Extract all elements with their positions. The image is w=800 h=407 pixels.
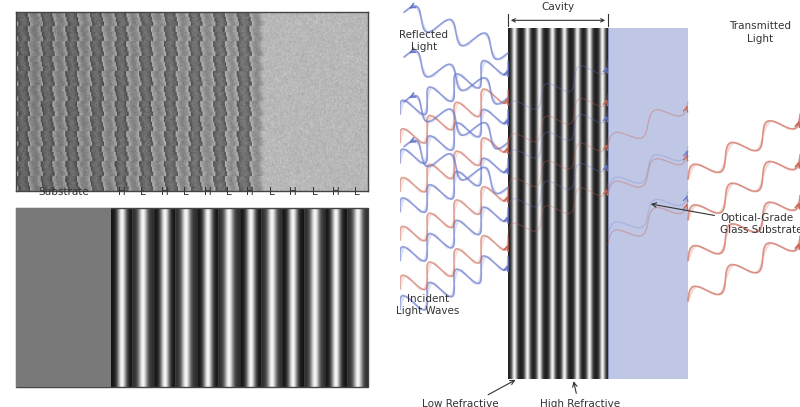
- Text: H: H: [118, 187, 126, 197]
- Text: Reflected
Light: Reflected Light: [399, 29, 449, 52]
- Text: Thin Film
Cavity: Thin Film Cavity: [534, 0, 582, 12]
- Bar: [608, 28, 618, 379]
- Text: L: L: [226, 187, 232, 197]
- Text: H: H: [289, 187, 297, 197]
- Text: Optical-Grade
Glass Substrate: Optical-Grade Glass Substrate: [652, 203, 800, 235]
- Text: H: H: [203, 187, 211, 197]
- Text: Substrate: Substrate: [38, 187, 89, 197]
- Text: H: H: [246, 187, 254, 197]
- Bar: [16, 208, 111, 387]
- Text: H: H: [332, 187, 340, 197]
- Text: L: L: [140, 187, 146, 197]
- Text: L: L: [354, 187, 360, 197]
- Text: High Refractive
Index Layers: High Refractive Index Layers: [540, 383, 620, 407]
- Text: Transmitted
Light: Transmitted Light: [729, 21, 791, 44]
- Bar: [608, 28, 688, 379]
- Text: L: L: [311, 187, 318, 197]
- Text: Low Refractive
Index Layers: Low Refractive Index Layers: [422, 381, 514, 407]
- Text: H: H: [161, 187, 169, 197]
- Text: L: L: [183, 187, 189, 197]
- Text: Incident
Light Waves: Incident Light Waves: [396, 294, 460, 317]
- Text: L: L: [269, 187, 274, 197]
